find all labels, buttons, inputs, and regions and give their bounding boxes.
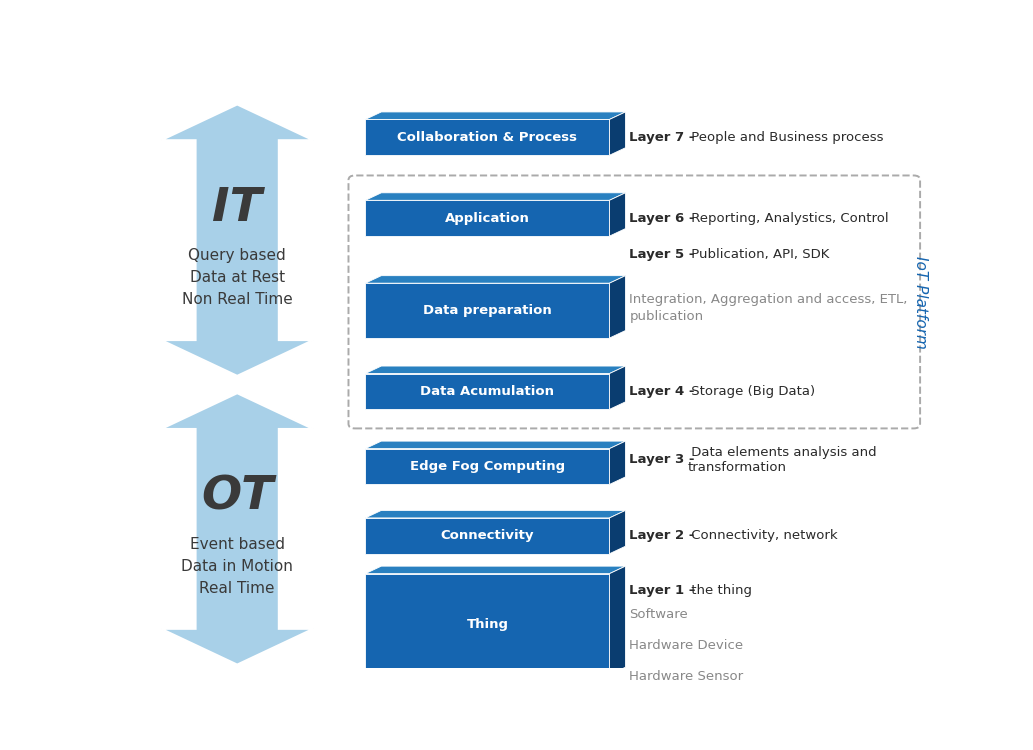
Text: Layer 4 -: Layer 4 - [629, 385, 695, 398]
Polygon shape [366, 566, 626, 574]
Polygon shape [609, 511, 626, 554]
Polygon shape [366, 511, 626, 518]
Polygon shape [366, 193, 626, 200]
Text: People and Business process: People and Business process [687, 130, 883, 144]
Text: Integration, Aggregation and access, ETL,
publication: Integration, Aggregation and access, ETL… [629, 293, 908, 323]
Text: Layer 6 -: Layer 6 - [629, 211, 695, 225]
Polygon shape [366, 374, 609, 410]
Text: Publication, API, SDK: Publication, API, SDK [687, 248, 829, 261]
Text: the thing: the thing [687, 584, 752, 597]
Polygon shape [366, 200, 609, 236]
Text: Layer 3 -: Layer 3 - [629, 453, 695, 466]
Text: IoT Platform: IoT Platform [912, 256, 928, 349]
Text: Hardware Sensor: Hardware Sensor [629, 670, 744, 682]
Text: Data elements analysis and
transformation: Data elements analysis and transformatio… [687, 446, 877, 473]
Polygon shape [366, 448, 609, 484]
Polygon shape [366, 366, 626, 374]
Text: Reporting, Analystics, Control: Reporting, Analystics, Control [687, 211, 888, 225]
Polygon shape [609, 566, 626, 675]
Text: Thing: Thing [466, 618, 508, 631]
Text: Software: Software [629, 608, 688, 621]
Text: Edge Fog Computing: Edge Fog Computing [410, 460, 565, 473]
Polygon shape [366, 276, 626, 284]
Polygon shape [366, 441, 626, 448]
Text: OT: OT [201, 475, 274, 520]
Polygon shape [161, 393, 313, 664]
Text: Layer 1 –: Layer 1 – [629, 584, 696, 597]
Text: IT: IT [212, 186, 262, 231]
Text: Data Acumulation: Data Acumulation [420, 385, 555, 398]
Polygon shape [609, 441, 626, 485]
Text: Query based
Data at Rest
Non Real Time: Query based Data at Rest Non Real Time [182, 248, 292, 308]
Text: Data preparation: Data preparation [422, 304, 552, 317]
Text: Layer 5 -: Layer 5 - [629, 248, 695, 261]
Polygon shape [609, 112, 626, 155]
Text: Connectivity: Connectivity [441, 530, 534, 542]
Polygon shape [366, 518, 609, 554]
Polygon shape [161, 104, 313, 376]
Text: Event based
Data in Motion
Real Time: Event based Data in Motion Real Time [181, 537, 293, 596]
Polygon shape [609, 193, 626, 236]
Text: Application: Application [445, 211, 530, 225]
Text: Hardware Device: Hardware Device [629, 639, 744, 652]
Polygon shape [366, 112, 626, 119]
Polygon shape [609, 276, 626, 338]
Text: Connectivity, network: Connectivity, network [687, 530, 838, 542]
Text: Layer 7 -: Layer 7 - [629, 130, 695, 144]
Polygon shape [366, 284, 609, 338]
Polygon shape [366, 119, 609, 155]
Polygon shape [609, 366, 626, 410]
Polygon shape [366, 574, 609, 675]
Text: Layer 2 -: Layer 2 - [629, 530, 695, 542]
Text: Storage (Big Data): Storage (Big Data) [687, 385, 815, 398]
Text: Collaboration & Process: Collaboration & Process [398, 130, 577, 144]
